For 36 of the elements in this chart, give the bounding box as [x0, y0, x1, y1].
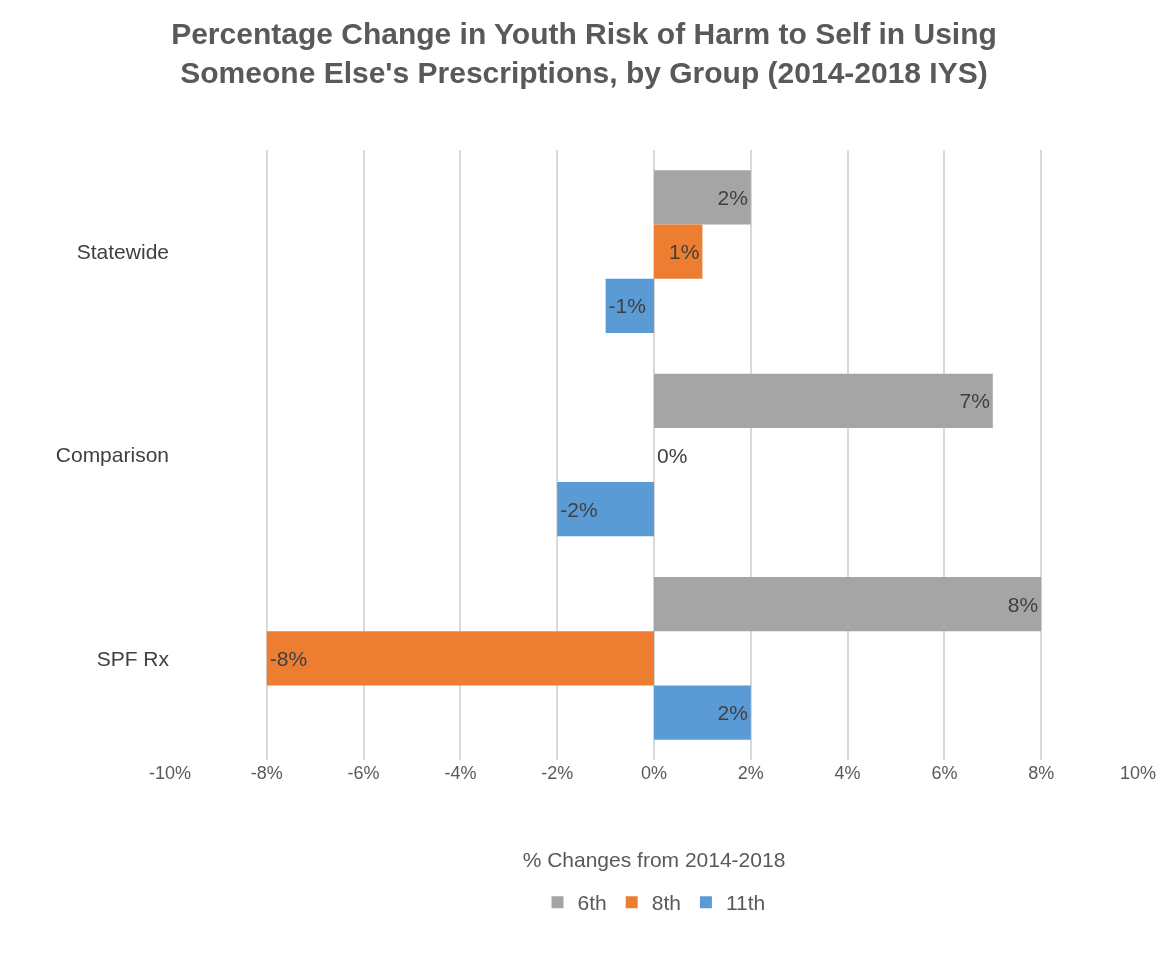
data-label: -2%	[560, 497, 598, 521]
data-label: 2%	[717, 701, 748, 725]
y-tick-label: Statewide	[76, 240, 169, 264]
x-tick-label: 0%	[640, 763, 668, 783]
bar	[266, 631, 654, 686]
bar	[654, 224, 703, 279]
x-axis-title: % Changes from 2014-2018	[522, 848, 786, 872]
x-tick-label: -8%	[250, 763, 283, 783]
x-tick-label: -6%	[347, 763, 380, 783]
data-label: -8%	[269, 646, 308, 670]
bar	[654, 577, 1042, 632]
bar	[605, 278, 654, 333]
x-tick-label: -4%	[444, 763, 477, 783]
x-tick-label: 6%	[931, 763, 958, 783]
y-tick-label: Comparison	[55, 443, 169, 467]
bar	[654, 373, 993, 428]
data-label: 1%	[669, 240, 700, 264]
x-tick-label: -10%	[148, 763, 192, 783]
legend-label: 8th	[651, 891, 681, 915]
x-tick-label: -2%	[541, 763, 574, 783]
legend-label: 11th	[725, 891, 766, 915]
x-tick-label: 2%	[737, 763, 764, 783]
data-label: 2%	[717, 185, 748, 209]
data-label: 8%	[1007, 592, 1039, 616]
bar	[557, 482, 654, 537]
chart-title: Percentage Change in Youth Risk of Harm to Self in Using Someone Else's Prescriptions, by Group (2014-2018 IYS)	[171, 16, 997, 89]
data-label: 0%	[657, 443, 688, 467]
x-tick-label: 4%	[834, 763, 861, 783]
data-label: 7%	[959, 389, 990, 413]
legend-label: 6th	[577, 891, 607, 915]
bar	[654, 685, 751, 740]
y-tick-label: SPF Rx	[96, 646, 170, 670]
x-tick-label: 8%	[1028, 763, 1055, 783]
x-tick-label: 10%	[1119, 763, 1157, 783]
bar	[654, 170, 751, 225]
data-label: -1%	[608, 294, 646, 318]
